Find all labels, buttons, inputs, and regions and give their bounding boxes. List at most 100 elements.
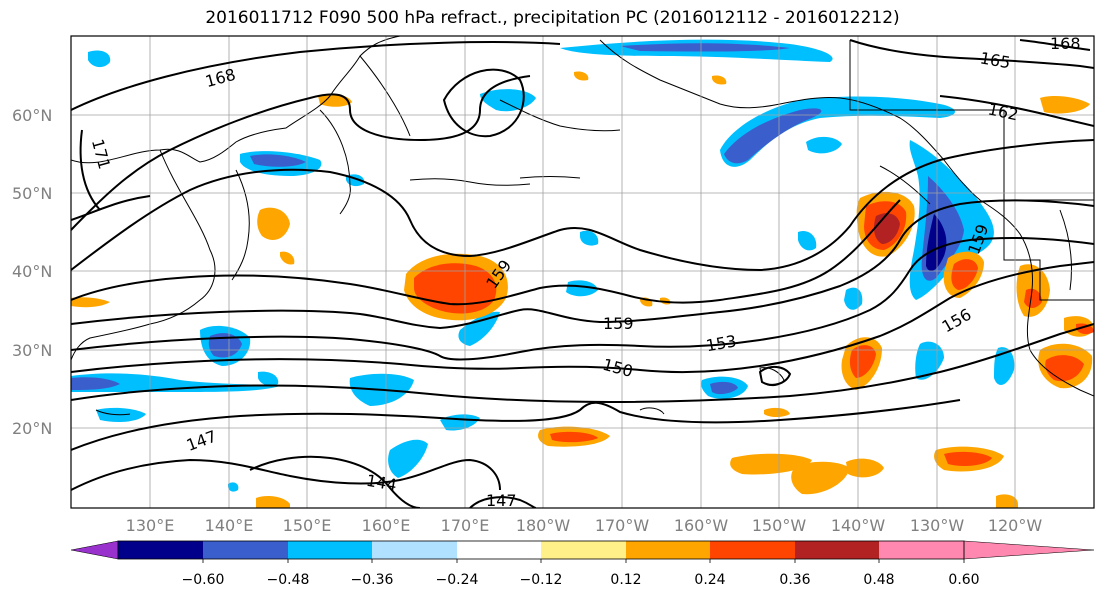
longitude-labels: 130°E 140°E 150°E 160°E 170°E 180°W 170°… <box>126 516 1043 535</box>
precip-region <box>550 431 598 443</box>
colorbar-tick-label: −0.48 <box>267 572 310 588</box>
lat-label: 60°N <box>12 106 52 125</box>
precip-region <box>846 458 884 478</box>
map-title: 2016011712 F090 500 hPa refract., precip… <box>205 8 900 28</box>
colorbar-tick-label: −0.12 <box>520 572 563 588</box>
precip-region <box>996 494 1018 508</box>
contour-line <box>71 323 1094 404</box>
colorbar-ticks <box>202 559 965 563</box>
contour-line <box>71 199 901 306</box>
precip-region <box>566 280 598 297</box>
precip-region <box>1024 288 1042 308</box>
colorbar-segment <box>710 541 795 559</box>
contour-label: 168 <box>1050 34 1081 53</box>
contour-line <box>71 399 961 451</box>
colorbar-segment <box>118 541 203 559</box>
precip-region <box>228 482 239 492</box>
coastline <box>409 178 531 186</box>
contour-line <box>71 236 1094 361</box>
contour-line <box>79 129 101 211</box>
colorbar-tick-label: 0.36 <box>779 572 810 588</box>
lat-label: 30°N <box>12 341 52 360</box>
coastline <box>319 109 351 215</box>
precip-region <box>71 377 120 390</box>
contour-line <box>1019 39 1091 51</box>
precip-region <box>764 407 790 417</box>
colorbar-tick-label: −0.24 <box>436 572 479 588</box>
precip-region <box>849 345 876 378</box>
precip-region <box>710 381 738 395</box>
colorbar-tick-label: 0.60 <box>948 572 979 588</box>
coastline <box>1003 200 1094 301</box>
precip-region <box>926 214 947 271</box>
lon-label: 140°W <box>831 516 886 535</box>
lat-label: 50°N <box>12 184 52 203</box>
contour-label: 147 <box>486 491 517 510</box>
coastline <box>599 39 1094 397</box>
lon-label: 140°E <box>205 516 254 535</box>
precip-region <box>208 333 242 358</box>
precip-region <box>994 347 1015 385</box>
contour-label: 159 <box>603 314 634 333</box>
contour-line <box>71 195 151 221</box>
contour-line <box>71 75 531 231</box>
precip-region <box>1040 96 1090 114</box>
precip-region <box>388 439 428 478</box>
lon-label: 120°W <box>988 516 1043 535</box>
precip-region <box>944 451 992 466</box>
colorbar-extend-right <box>879 541 964 559</box>
colorbar-tick-label: 0.12 <box>610 572 641 588</box>
precip-region <box>806 136 842 154</box>
colorbar-extend-right-tip <box>963 540 1095 560</box>
coastline <box>231 169 250 281</box>
precip-region <box>574 71 589 81</box>
coastline <box>1059 209 1072 291</box>
precip-region <box>844 287 863 310</box>
colorbar-tick-labels: −0.60 −0.48 −0.36 −0.24 −0.12 0.12 0.24 … <box>182 572 980 588</box>
colorbar-segment <box>541 541 626 559</box>
precip-region <box>256 496 290 508</box>
precip-region <box>724 108 822 164</box>
map-frame <box>70 35 1095 509</box>
precip-region <box>620 43 790 52</box>
coastline <box>71 149 216 361</box>
contour-line <box>71 261 1094 374</box>
precip-region <box>951 259 978 290</box>
precip-region <box>280 251 295 265</box>
contour-line <box>469 496 537 508</box>
precip-region <box>798 230 817 251</box>
precip-region <box>71 297 110 308</box>
contour-line <box>71 458 501 491</box>
lon-label: 130°W <box>910 516 965 535</box>
coastline <box>359 55 411 137</box>
precip-region <box>1045 355 1084 382</box>
precip-region <box>791 461 850 495</box>
contour-line <box>71 199 1094 330</box>
coastline <box>639 407 665 415</box>
refractivity-contours <box>71 39 1094 508</box>
lon-label: 170°W <box>595 516 650 535</box>
colorbar-extend-left <box>70 540 119 560</box>
colorbar: −0.60 −0.48 −0.36 −0.24 −0.12 0.12 0.24 … <box>70 540 1095 588</box>
colorbar-segment <box>795 541 879 559</box>
precip-region <box>71 373 280 392</box>
colorbar-segment <box>372 541 457 559</box>
contour-line <box>758 366 792 386</box>
graticule <box>71 36 1094 508</box>
colorbar-tick-label: 0.24 <box>694 572 725 588</box>
coastline <box>879 165 931 205</box>
contour-line <box>442 68 525 138</box>
colorbar-tick-label: −0.36 <box>351 572 394 588</box>
lon-label: 130°E <box>126 516 175 535</box>
precip-region <box>580 230 599 246</box>
colorbar-tick-label: 0.48 <box>863 572 894 588</box>
precip-region <box>458 311 500 346</box>
precip-region <box>88 50 111 68</box>
contour-line <box>71 41 561 111</box>
lat-label: 20°N <box>12 419 52 438</box>
lon-label: 180°W <box>516 516 571 535</box>
precip-region <box>257 207 290 240</box>
colorbar-tick-label: −0.60 <box>182 572 225 588</box>
lon-label: 150°E <box>283 516 332 535</box>
